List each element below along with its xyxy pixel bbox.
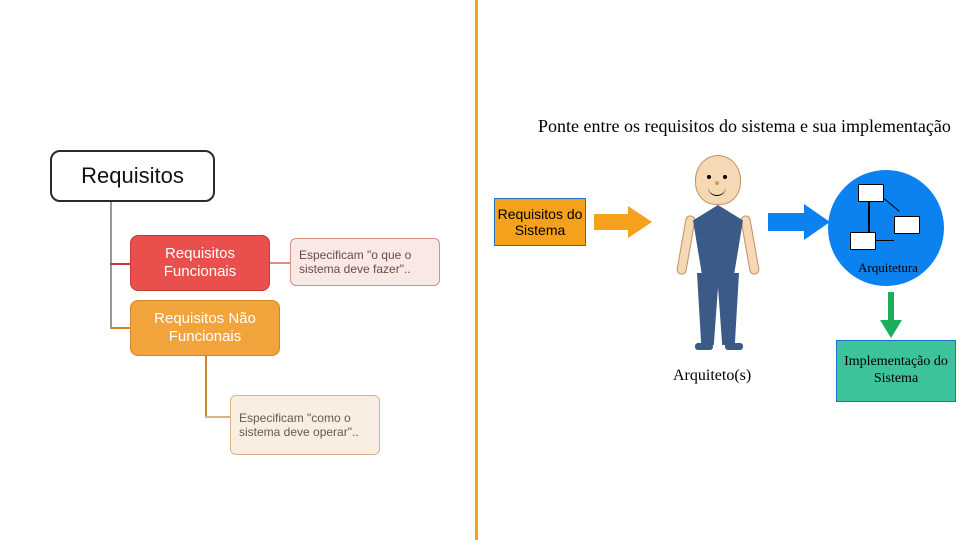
node-implementacao: Implementação do Sistema bbox=[836, 340, 956, 402]
person-foot-icon bbox=[695, 343, 713, 350]
right-panel: Ponte entre os requisitos do sistema e s… bbox=[478, 0, 960, 540]
arquitetura-label: Arquitetura bbox=[858, 260, 918, 276]
node-requisitos-nao-funcionais: Requisitos Não Funcionais bbox=[130, 300, 280, 356]
person-arm-icon bbox=[676, 215, 696, 276]
person-legs-icon bbox=[697, 273, 739, 345]
mini-connector-icon bbox=[876, 240, 894, 241]
rnf-desc-text: Especificam "como o sistema deve operar"… bbox=[239, 411, 371, 439]
mini-connector-icon bbox=[884, 198, 900, 212]
arrow-green-icon bbox=[876, 292, 906, 338]
architect-label: Arquiteto(s) bbox=[673, 367, 751, 385]
connector-line bbox=[205, 416, 230, 418]
root-label: Requisitos bbox=[81, 163, 184, 189]
person-eye-icon bbox=[723, 175, 727, 179]
connector-line bbox=[110, 263, 130, 265]
person-nose-icon bbox=[715, 181, 719, 185]
right-heading: Ponte entre os requisitos do sistema e s… bbox=[538, 116, 951, 137]
rf-label: Requisitos Funcionais bbox=[135, 245, 265, 281]
person-foot-icon bbox=[725, 343, 743, 350]
root-node-requisitos: Requisitos bbox=[50, 150, 215, 202]
node-requisitos-sistema: Requisitos do Sistema bbox=[494, 198, 586, 246]
mini-box-icon bbox=[850, 232, 876, 250]
connector-line bbox=[110, 327, 130, 329]
req-sys-label: Requisitos do Sistema bbox=[495, 206, 585, 238]
mini-box-icon bbox=[858, 184, 884, 202]
desc-requisitos-nao-funcionais: Especificam "como o sistema deve operar"… bbox=[230, 395, 380, 455]
rnf-label: Requisitos Não Funcionais bbox=[135, 310, 275, 346]
mini-box-icon bbox=[894, 216, 920, 234]
arrow-blue-icon bbox=[768, 202, 830, 242]
desc-requisitos-funcionais: Especificam "o que o sistema deve fazer"… bbox=[290, 238, 440, 286]
architect-figure bbox=[673, 155, 763, 365]
person-torso-icon bbox=[693, 205, 743, 275]
person-arm-icon bbox=[740, 215, 760, 276]
connector-line bbox=[205, 356, 207, 416]
rf-desc-text: Especificam "o que o sistema deve fazer"… bbox=[299, 248, 431, 276]
connector-line bbox=[270, 262, 290, 264]
mini-connector-icon bbox=[868, 202, 870, 232]
impl-label: Implementação do Sistema bbox=[837, 354, 955, 388]
arrow-orange-icon bbox=[594, 204, 652, 240]
node-requisitos-funcionais: Requisitos Funcionais bbox=[130, 235, 270, 291]
left-panel: Requisitos Requisitos Funcionais Especif… bbox=[0, 0, 475, 540]
person-eye-icon bbox=[707, 175, 711, 179]
person-head-icon bbox=[695, 155, 741, 205]
